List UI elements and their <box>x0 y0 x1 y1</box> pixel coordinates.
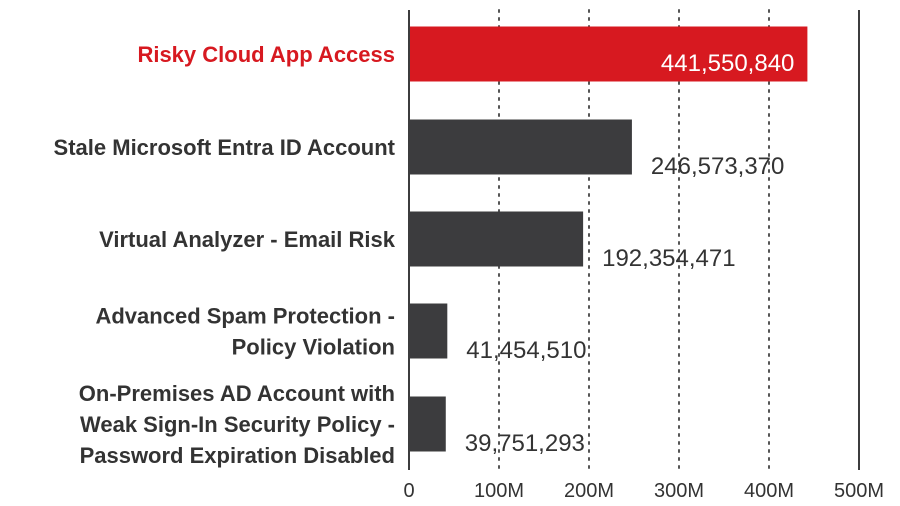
labels: 0 100M 200M 300M 400M 500M Risky Cloud App Acc… <box>54 42 884 502</box>
data-label: 39,751,293 <box>465 430 585 457</box>
bar <box>410 303 448 359</box>
x-tick-label: 0 <box>403 480 414 502</box>
bar <box>410 211 584 267</box>
bar <box>410 26 808 82</box>
data-label: 192,354,471 <box>602 245 735 272</box>
x-tick-label: 100M <box>474 480 524 502</box>
data-label: 41,454,510 <box>466 337 586 364</box>
data-label: 246,573,370 <box>651 153 784 180</box>
bars <box>410 26 808 452</box>
gridlines <box>498 9 860 471</box>
x-tick-label: 500M <box>834 480 884 502</box>
category-label: Risky Cloud App Access <box>137 42 395 67</box>
x-tick-label: 300M <box>654 480 704 502</box>
category-label: Virtual Analyzer - Email Risk <box>99 227 396 252</box>
data-label: 441,550,840 <box>661 50 794 77</box>
category-label: On-Premises AD Account with Weak Sign-In … <box>79 381 395 468</box>
category-label: Stale Microsoft Entra ID Account <box>54 135 396 160</box>
x-tick-label: 200M <box>564 480 614 502</box>
bar <box>410 396 446 452</box>
bar <box>410 119 632 175</box>
x-tick-label: 400M <box>744 480 794 502</box>
category-label: Advanced Spam Protection -Policy Violati… <box>95 304 395 360</box>
